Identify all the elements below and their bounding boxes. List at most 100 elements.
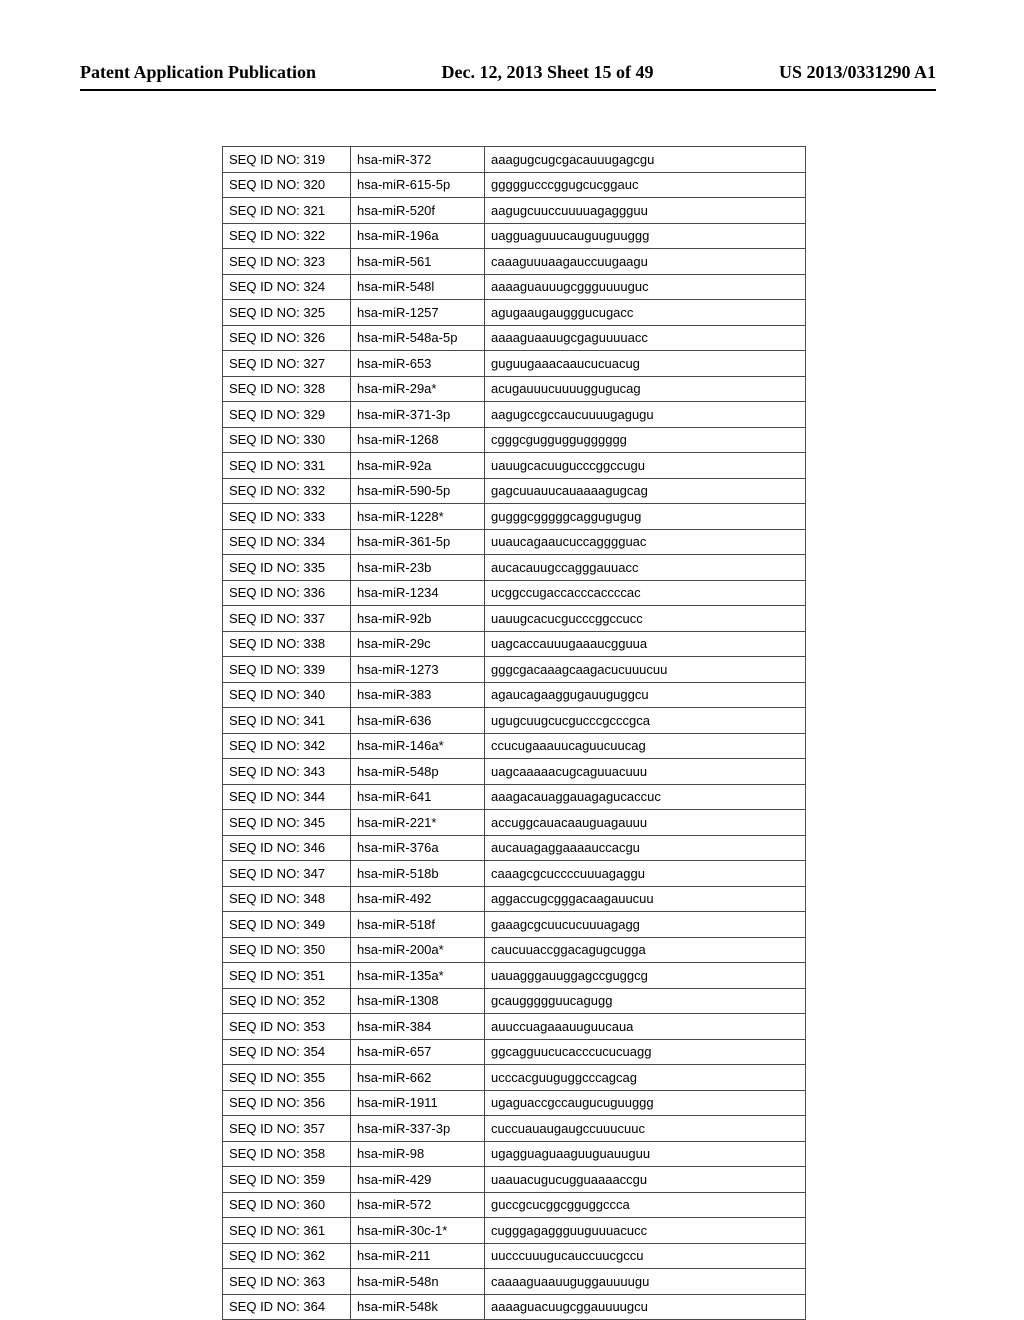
mir-name-cell: hsa-miR-92b [351,606,485,632]
table-row: SEQ ID NO: 332hsa-miR-590-5pgagcuuauucau… [223,478,806,504]
seq-id-cell: SEQ ID NO: 345 [223,810,351,836]
seq-id-cell: SEQ ID NO: 319 [223,147,351,173]
mir-name-cell: hsa-miR-23b [351,555,485,581]
mir-name-cell: hsa-miR-135a* [351,963,485,989]
table-row: SEQ ID NO: 328hsa-miR-29a*acugauuucuuuug… [223,376,806,402]
table-row: SEQ ID NO: 353hsa-miR-384auuccuagaaauugu… [223,1014,806,1040]
sequence-cell: accuggcauacaauguagauuu [485,810,806,836]
seq-id-cell: SEQ ID NO: 328 [223,376,351,402]
seq-id-cell: SEQ ID NO: 332 [223,478,351,504]
seq-id-cell: SEQ ID NO: 339 [223,657,351,683]
table-row: SEQ ID NO: 336hsa-miR-1234ucggccugaccacc… [223,580,806,606]
table-row: SEQ ID NO: 348hsa-miR-492aggaccugcgggaca… [223,886,806,912]
seq-id-cell: SEQ ID NO: 347 [223,861,351,887]
seq-id-cell: SEQ ID NO: 348 [223,886,351,912]
sequence-cell: uauagggauuggagccguggcg [485,963,806,989]
table-row: SEQ ID NO: 362hsa-miR-211uucccuuugucaucc… [223,1243,806,1269]
mir-name-cell: hsa-miR-372 [351,147,485,173]
table-row: SEQ ID NO: 323hsa-miR-561caaaguuuaagaucc… [223,249,806,275]
seq-id-cell: SEQ ID NO: 361 [223,1218,351,1244]
mir-name-cell: hsa-miR-657 [351,1039,485,1065]
sequence-cell: uuaucagaaucuccagggguac [485,529,806,555]
seq-id-cell: SEQ ID NO: 349 [223,912,351,938]
table-row: SEQ ID NO: 343hsa-miR-548puagcaaaaacugca… [223,759,806,785]
table-row: SEQ ID NO: 329hsa-miR-371-3paagugccgccau… [223,402,806,428]
table-row: SEQ ID NO: 347hsa-miR-518bcaaagcgcuccccu… [223,861,806,887]
mir-name-cell: hsa-miR-518b [351,861,485,887]
sequence-cell: aagugccgccaucuuuugagugu [485,402,806,428]
table-row: SEQ ID NO: 339hsa-miR-1273gggcgacaaagcaa… [223,657,806,683]
sequence-cell: caaagcgcuccccuuuagaggu [485,861,806,887]
sequence-cell: ucggccugaccacccaccccac [485,580,806,606]
sequence-cell: uagcaaaaacugcaguuacuuu [485,759,806,785]
table-row: SEQ ID NO: 333hsa-miR-1228*gugggcgggggca… [223,504,806,530]
table-row: SEQ ID NO: 331hsa-miR-92auauugcacuuguccc… [223,453,806,479]
table-row: SEQ ID NO: 344hsa-miR-641aaagacauaggauag… [223,784,806,810]
sequence-cell: gggcgacaaagcaagacucuuucuu [485,657,806,683]
mir-name-cell: hsa-miR-337-3p [351,1116,485,1142]
mir-name-cell: hsa-miR-383 [351,682,485,708]
table-row: SEQ ID NO: 352hsa-miR-1308gcauggggguucag… [223,988,806,1014]
mir-name-cell: hsa-miR-1268 [351,427,485,453]
header-publication-number: US 2013/0331290 A1 [779,62,936,83]
sequence-cell: ggcagguucucacccucucuagg [485,1039,806,1065]
sequence-cell: uauugcacuugucccggccugu [485,453,806,479]
table-row: SEQ ID NO: 351hsa-miR-135a*uauagggauugga… [223,963,806,989]
sequence-table-container: SEQ ID NO: 319hsa-miR-372aaagugcugcgacau… [222,146,806,1320]
seq-id-cell: SEQ ID NO: 360 [223,1192,351,1218]
mir-name-cell: hsa-miR-146a* [351,733,485,759]
table-row: SEQ ID NO: 356hsa-miR-1911ugaguaccgccaug… [223,1090,806,1116]
seq-id-cell: SEQ ID NO: 320 [223,172,351,198]
table-row: SEQ ID NO: 345hsa-miR-221*accuggcauacaau… [223,810,806,836]
sequence-cell: guguugaaacaaucucuacug [485,351,806,377]
mir-name-cell: hsa-miR-561 [351,249,485,275]
table-row: SEQ ID NO: 360hsa-miR-572guccgcucggcggug… [223,1192,806,1218]
seq-id-cell: SEQ ID NO: 329 [223,402,351,428]
table-row: SEQ ID NO: 321hsa-miR-520faagugcuuccuuuu… [223,198,806,224]
sequence-cell: uagcaccauuugaaaucgguua [485,631,806,657]
table-row: SEQ ID NO: 346hsa-miR-376aaucauagaggaaaa… [223,835,806,861]
mir-name-cell: hsa-miR-29c [351,631,485,657]
mir-name-cell: hsa-miR-548a-5p [351,325,485,351]
sequence-cell: aaaaguacuugcggauuuugcu [485,1294,806,1320]
sequence-cell: caaaguuuaagauccuugaagu [485,249,806,275]
mir-name-cell: hsa-miR-520f [351,198,485,224]
page-header: Patent Application Publication Dec. 12, … [80,62,936,91]
seq-id-cell: SEQ ID NO: 325 [223,300,351,326]
mir-name-cell: hsa-miR-641 [351,784,485,810]
mir-name-cell: hsa-miR-653 [351,351,485,377]
mir-name-cell: hsa-miR-548n [351,1269,485,1295]
sequence-cell: aggaccugcgggacaagauucuu [485,886,806,912]
table-row: SEQ ID NO: 335hsa-miR-23baucacauugccaggg… [223,555,806,581]
sequence-cell: aucauagaggaaaauccacgu [485,835,806,861]
table-row: SEQ ID NO: 334hsa-miR-361-5puuaucagaaucu… [223,529,806,555]
mir-name-cell: hsa-miR-1257 [351,300,485,326]
sequence-cell: cgggcgugguggugggggg [485,427,806,453]
mir-name-cell: hsa-miR-384 [351,1014,485,1040]
mir-name-cell: hsa-miR-1234 [351,580,485,606]
seq-id-cell: SEQ ID NO: 335 [223,555,351,581]
seq-id-cell: SEQ ID NO: 330 [223,427,351,453]
mir-name-cell: hsa-miR-548p [351,759,485,785]
mir-name-cell: hsa-miR-92a [351,453,485,479]
seq-id-cell: SEQ ID NO: 342 [223,733,351,759]
table-row: SEQ ID NO: 350hsa-miR-200a*caucuuaccggac… [223,937,806,963]
table-row: SEQ ID NO: 326hsa-miR-548a-5paaaaguaauug… [223,325,806,351]
seq-id-cell: SEQ ID NO: 355 [223,1065,351,1091]
sequence-cell: agaucagaaggugauuguggcu [485,682,806,708]
seq-id-cell: SEQ ID NO: 359 [223,1167,351,1193]
sequence-cell: aaaaguauuugcggguuuuguc [485,274,806,300]
mir-name-cell: hsa-miR-196a [351,223,485,249]
sequence-cell: uucccuuugucauccuucgccu [485,1243,806,1269]
seq-id-cell: SEQ ID NO: 346 [223,835,351,861]
table-row: SEQ ID NO: 322hsa-miR-196auagguaguuucaug… [223,223,806,249]
seq-id-cell: SEQ ID NO: 363 [223,1269,351,1295]
mir-name-cell: hsa-miR-590-5p [351,478,485,504]
table-row: SEQ ID NO: 355hsa-miR-662ucccacguuguggcc… [223,1065,806,1091]
mir-name-cell: hsa-miR-1308 [351,988,485,1014]
mir-name-cell: hsa-miR-1911 [351,1090,485,1116]
sequence-cell: uaauacugucugguaaaaccgu [485,1167,806,1193]
seq-id-cell: SEQ ID NO: 334 [223,529,351,555]
table-row: SEQ ID NO: 341hsa-miR-636ugugcuugcucgucc… [223,708,806,734]
seq-id-cell: SEQ ID NO: 341 [223,708,351,734]
